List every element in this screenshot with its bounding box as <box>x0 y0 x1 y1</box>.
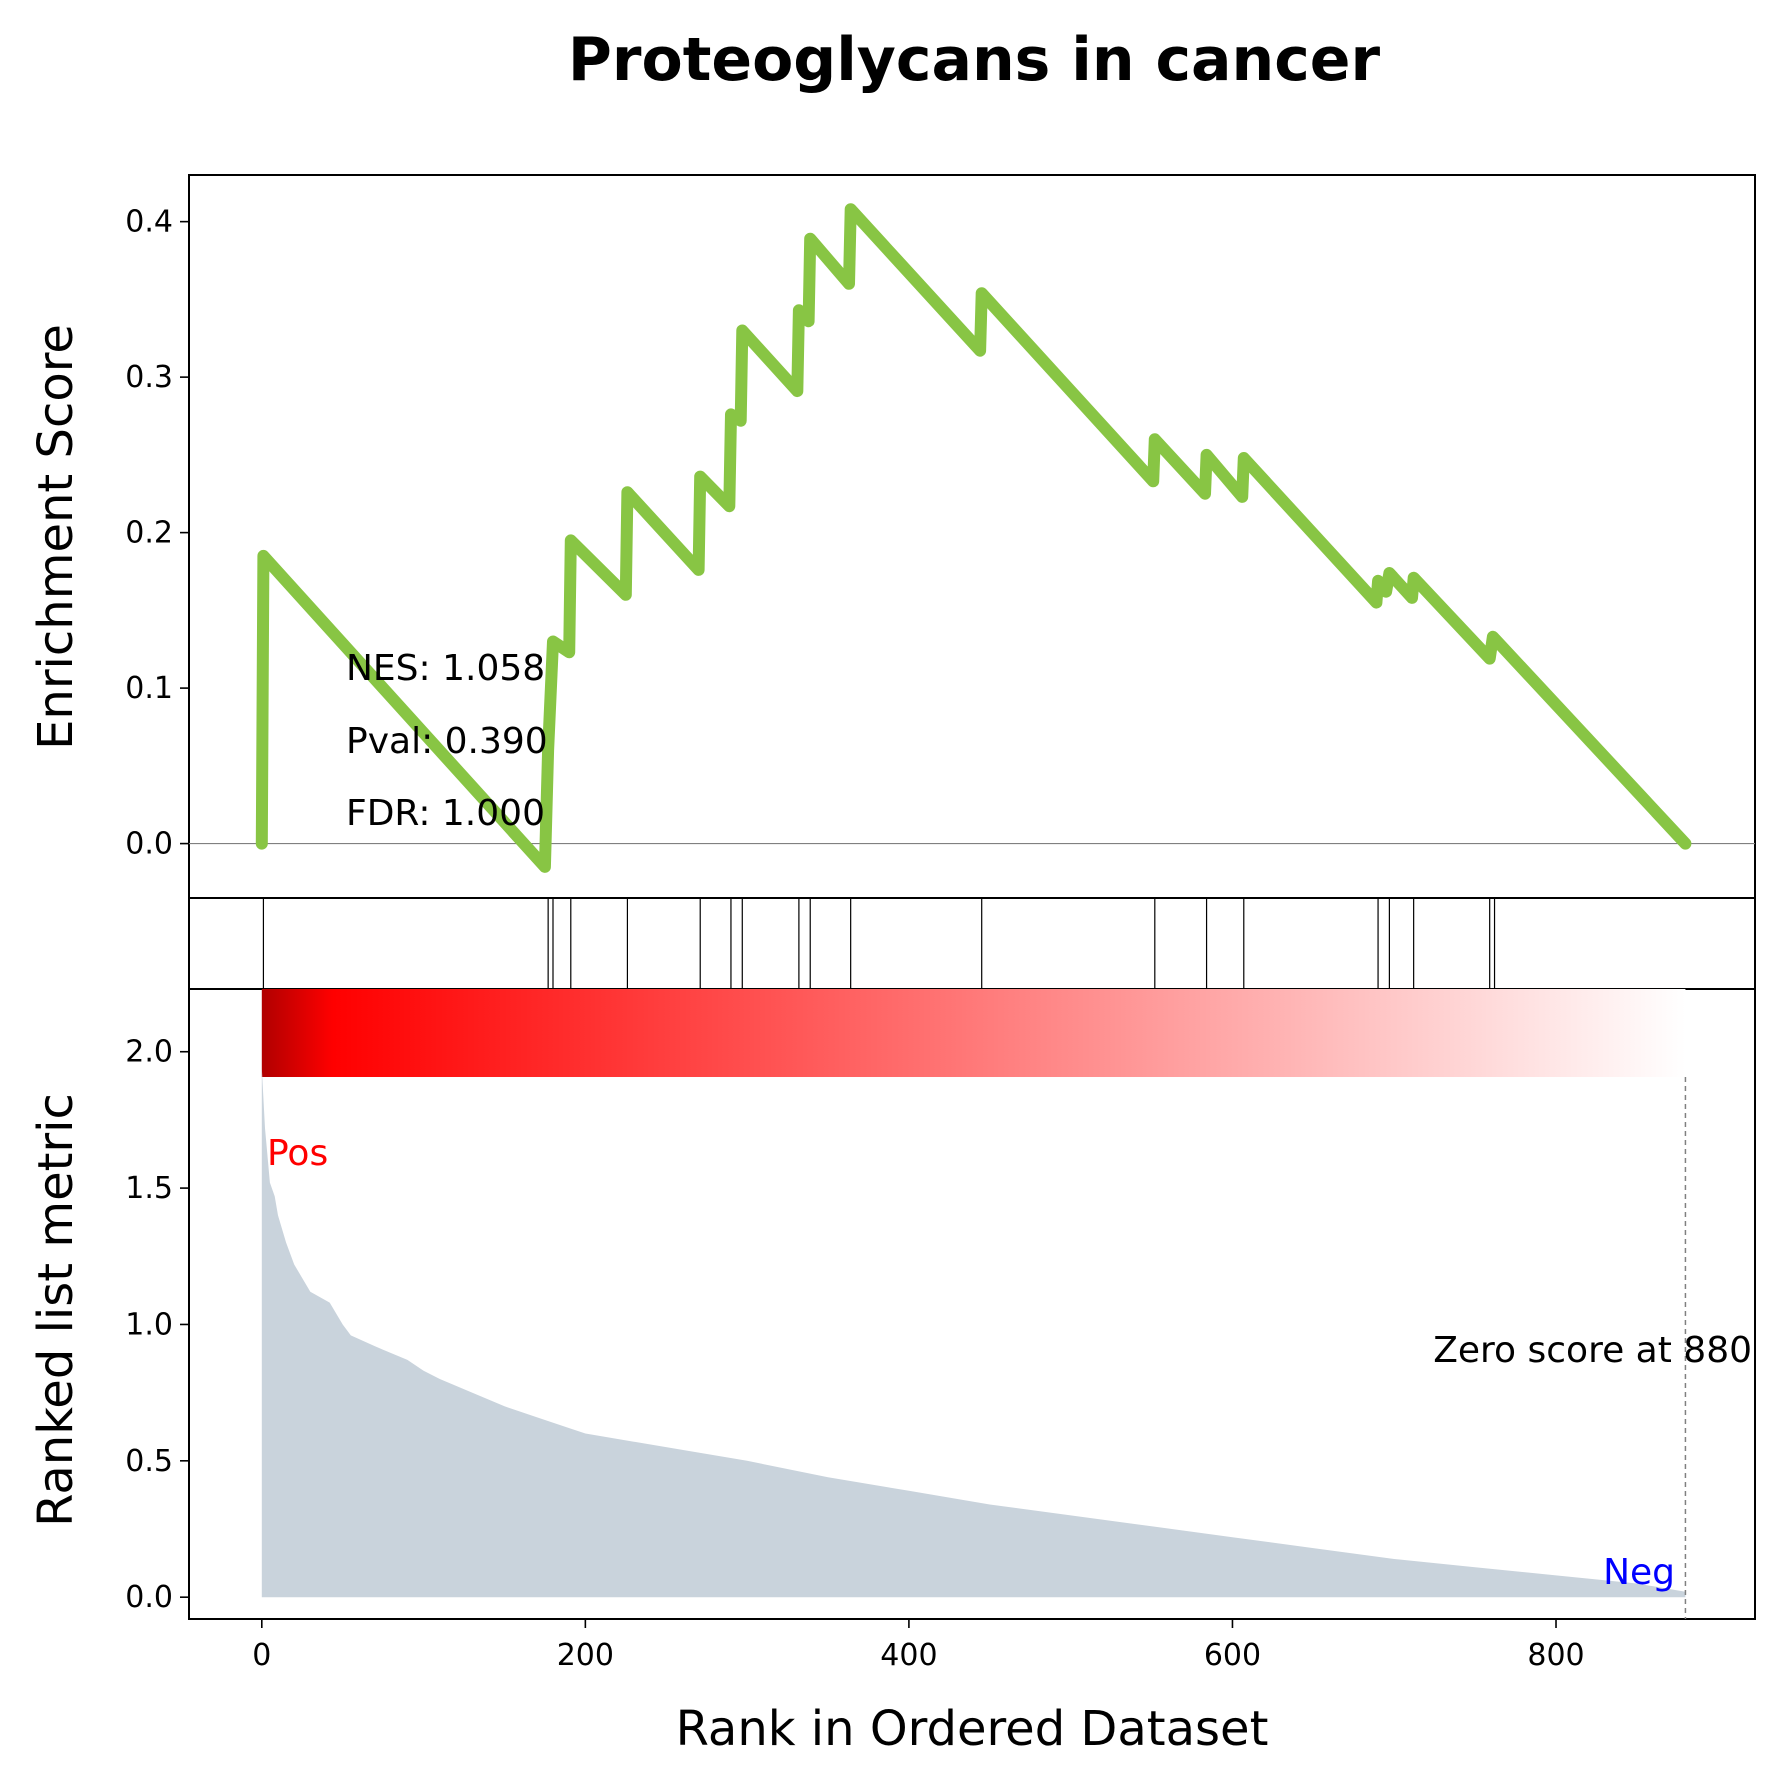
rank-color-gradient <box>261 989 1686 1077</box>
es-y-axis: 0.0 0.1 0.2 0.3 0.4 <box>125 205 189 862</box>
es-panel-frame <box>188 174 1756 899</box>
es-y-tick-label: 0.4 <box>125 205 173 240</box>
ranked-y-axis-label: Ranked list metric <box>28 1093 84 1527</box>
x-tick-label: 800 <box>1527 1638 1584 1673</box>
es-curve <box>255 203 1692 873</box>
hits-panel-frame <box>188 897 1756 990</box>
fdr-annotation: FDR: 1.000 <box>346 793 545 834</box>
ranked-y-tick-label: 0.5 <box>125 1444 173 1479</box>
ranked-metric-panel: 0.0 0.5 1.0 1.5 2.0 0 200 400 600 800 Zero score… <box>28 988 1756 1757</box>
x-tick-label: 600 <box>1204 1638 1261 1673</box>
x-tick-label: 200 <box>557 1638 614 1673</box>
ranked-y-tick-label: 0.0 <box>125 1580 173 1615</box>
hit-markers <box>262 898 1496 989</box>
pval-annotation: Pval: 0.390 <box>346 721 548 762</box>
enrichment-score-panel: 0.0 0.1 0.2 0.3 0.4 NES: 1.058 Pval: 0.390 F… <box>28 174 1756 899</box>
es-y-tick-label: 0.0 <box>125 827 173 862</box>
ranked-metric-area <box>261 1068 1686 1598</box>
es-y-axis-label: Enrichment Score <box>28 324 84 750</box>
zero-score-label: Zero score at 880 <box>1433 1330 1752 1371</box>
ranked-y-tick-label: 1.5 <box>125 1171 173 1206</box>
ranked-x-axis: 0 200 400 600 800 <box>252 1619 1585 1673</box>
x-tick-label: 400 <box>880 1638 937 1673</box>
ranked-y-axis: 0.0 0.5 1.0 1.5 2.0 <box>125 1035 189 1615</box>
x-tick-label: 0 <box>252 1638 271 1673</box>
pos-label: Pos <box>267 1133 328 1174</box>
neg-label: Neg <box>1603 1552 1675 1593</box>
es-y-tick-label: 0.1 <box>125 671 173 706</box>
ranked-y-tick-label: 1.0 <box>125 1307 173 1342</box>
x-axis-label: Rank in Ordered Dataset <box>676 1701 1269 1757</box>
ranked-y-tick-label: 2.0 <box>125 1035 173 1070</box>
es-y-tick-label: 0.3 <box>125 360 173 395</box>
hits-panel <box>188 897 1756 990</box>
es-y-tick-label: 0.2 <box>125 516 173 551</box>
chart-title: Proteoglycans in cancer <box>568 25 1381 95</box>
nes-annotation: NES: 1.058 <box>346 648 545 689</box>
